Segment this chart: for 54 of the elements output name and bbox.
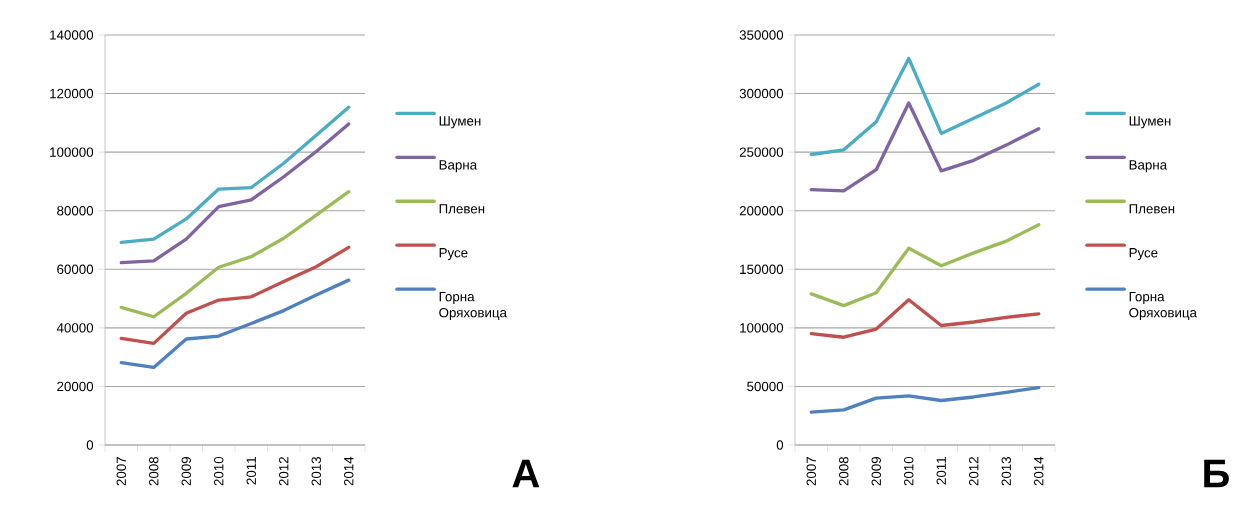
line-series bbox=[809, 223, 1041, 308]
y-tick-label: 50000 bbox=[747, 381, 784, 392]
x-tick-label: 2009 bbox=[181, 457, 191, 486]
x-tick-label: 2007 bbox=[116, 457, 126, 486]
line-series bbox=[809, 298, 1041, 339]
x-tick-label: 2013 bbox=[311, 456, 321, 486]
x-tick-label: 2009 bbox=[871, 457, 881, 486]
y-tick-label: 100000 bbox=[50, 147, 94, 157]
line-series bbox=[119, 245, 351, 346]
legend-label: Шумен bbox=[1129, 116, 1171, 129]
x-tick-label: 2011 bbox=[246, 457, 256, 485]
line-series bbox=[119, 278, 351, 370]
x-tick-label: 2010 bbox=[214, 456, 224, 486]
line-series bbox=[809, 101, 1041, 193]
x-tick-label: 2008 bbox=[839, 456, 849, 486]
text: А bbox=[512, 459, 540, 488]
y-tick-label: 20000 bbox=[57, 381, 94, 392]
legend-label: Варна bbox=[1129, 160, 1168, 173]
x-tick-label: 2014 bbox=[344, 456, 354, 486]
y-tick-label: 140000 bbox=[50, 30, 94, 40]
legend-label: Плевен bbox=[1129, 204, 1175, 214]
text: Горна Оряховица bbox=[1129, 292, 1197, 320]
line-series bbox=[809, 385, 1041, 414]
y-tick-label: 40000 bbox=[56, 323, 94, 333]
y-tick-label: 300000 bbox=[739, 88, 784, 99]
y-tick-label: 80000 bbox=[57, 206, 94, 216]
y-tick-label: 100000 bbox=[740, 323, 784, 333]
line-series bbox=[119, 105, 351, 245]
x-tick-label: 2012 bbox=[279, 457, 289, 486]
legend-label: Варна bbox=[439, 160, 478, 173]
x-tick-label: 2011 bbox=[936, 457, 946, 485]
text: Б bbox=[1204, 459, 1229, 488]
y-tick-label: 0 bbox=[86, 440, 94, 450]
y-tick-label: 0 bbox=[776, 440, 784, 450]
line-series bbox=[119, 122, 351, 265]
line-series bbox=[809, 56, 1041, 157]
y-tick-label: 350000 bbox=[739, 30, 784, 40]
legend-label: Плевен bbox=[439, 204, 485, 214]
legend-label: Русе bbox=[1129, 248, 1158, 261]
y-tick-label: 60000 bbox=[57, 264, 94, 274]
text: Горна Оряховица bbox=[439, 292, 507, 320]
x-tick-label: 2014 bbox=[1034, 456, 1044, 486]
legend-label: Русе bbox=[439, 248, 468, 261]
x-tick-label: 2013 bbox=[1001, 456, 1011, 486]
x-tick-label: 2007 bbox=[806, 457, 816, 486]
y-tick-label: 150000 bbox=[740, 264, 784, 274]
x-tick-label: 2012 bbox=[969, 457, 979, 486]
line-series bbox=[119, 190, 351, 319]
x-tick-label: 2008 bbox=[149, 456, 159, 486]
y-tick-label: 250000 bbox=[739, 147, 784, 157]
y-tick-label: 200000 bbox=[739, 206, 784, 216]
legend-label: Шумен bbox=[439, 116, 481, 129]
y-tick-label: 120000 bbox=[50, 88, 94, 99]
x-tick-label: 2010 bbox=[904, 456, 914, 486]
